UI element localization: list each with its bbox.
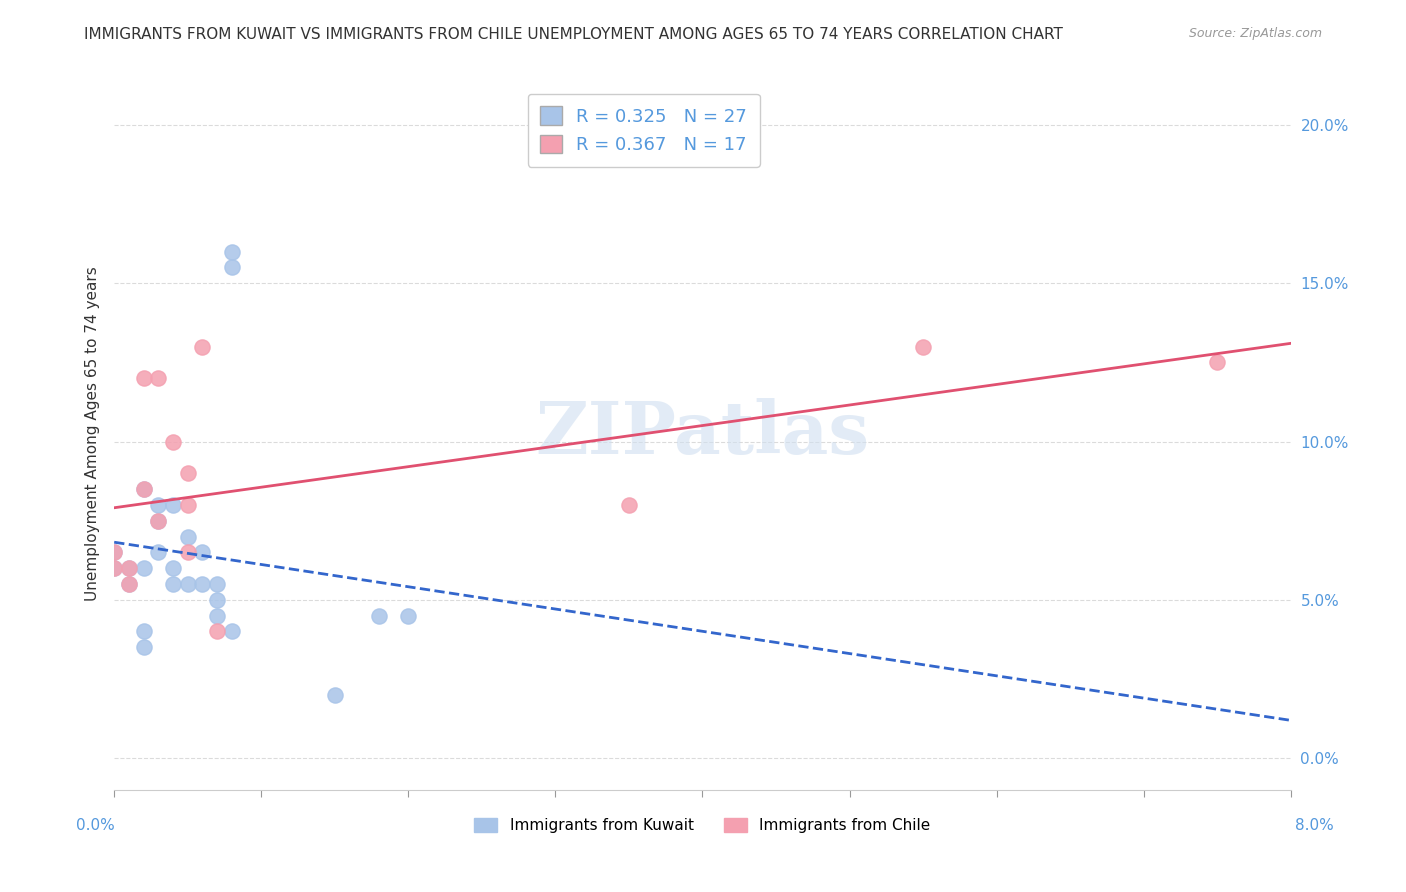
Immigrants from Chile (177, 498, 200, 512)
Immigrants from Kuwait (191, 577, 214, 591)
Immigrants from Kuwait (162, 577, 184, 591)
Immigrants from Chile (103, 545, 125, 559)
Immigrants from Kuwait (396, 608, 419, 623)
Immigrants from Kuwait (177, 577, 200, 591)
Immigrants from Chile (103, 561, 125, 575)
Immigrants from Kuwait (221, 260, 243, 275)
Immigrants from Chile (132, 371, 155, 385)
Immigrants from Chile (191, 340, 214, 354)
Immigrants from Kuwait (132, 624, 155, 639)
Immigrants from Chile (177, 545, 200, 559)
Immigrants from Kuwait (205, 592, 228, 607)
Text: ZIPatlas: ZIPatlas (536, 398, 869, 469)
Legend: R = 0.325   N = 27, R = 0.367   N = 17: R = 0.325 N = 27, R = 0.367 N = 17 (527, 94, 759, 167)
Immigrants from Kuwait (205, 577, 228, 591)
Y-axis label: Unemployment Among Ages 65 to 74 years: Unemployment Among Ages 65 to 74 years (86, 266, 100, 601)
Immigrants from Kuwait (148, 545, 170, 559)
Immigrants from Kuwait (118, 577, 141, 591)
Immigrants from Chile (148, 371, 170, 385)
Immigrants from Chile (912, 340, 935, 354)
Immigrants from Chile (617, 498, 640, 512)
Immigrants from Chile (1206, 355, 1229, 369)
Immigrants from Kuwait (205, 608, 228, 623)
Immigrants from Chile (118, 577, 141, 591)
Immigrants from Chile (205, 624, 228, 639)
Immigrants from Kuwait (221, 624, 243, 639)
Immigrants from Kuwait (103, 561, 125, 575)
Text: 0.0%: 0.0% (76, 818, 115, 832)
Immigrants from Kuwait (162, 498, 184, 512)
Immigrants from Kuwait (323, 688, 346, 702)
Text: Source: ZipAtlas.com: Source: ZipAtlas.com (1188, 27, 1322, 40)
Immigrants from Chile (132, 482, 155, 496)
Immigrants from Kuwait (148, 514, 170, 528)
Immigrants from Chile (148, 514, 170, 528)
Text: IMMIGRANTS FROM KUWAIT VS IMMIGRANTS FROM CHILE UNEMPLOYMENT AMONG AGES 65 TO 74: IMMIGRANTS FROM KUWAIT VS IMMIGRANTS FRO… (84, 27, 1063, 42)
Immigrants from Chile (162, 434, 184, 449)
Text: 8.0%: 8.0% (1295, 818, 1334, 832)
Immigrants from Kuwait (132, 561, 155, 575)
Immigrants from Kuwait (148, 498, 170, 512)
Immigrants from Kuwait (191, 545, 214, 559)
Immigrants from Chile (118, 561, 141, 575)
Immigrants from Chile (177, 466, 200, 480)
Immigrants from Kuwait (177, 529, 200, 543)
Immigrants from Kuwait (103, 545, 125, 559)
Immigrants from Kuwait (132, 482, 155, 496)
Immigrants from Kuwait (118, 561, 141, 575)
Immigrants from Kuwait (221, 244, 243, 259)
Immigrants from Kuwait (132, 640, 155, 655)
Immigrants from Kuwait (162, 561, 184, 575)
Immigrants from Kuwait (367, 608, 389, 623)
